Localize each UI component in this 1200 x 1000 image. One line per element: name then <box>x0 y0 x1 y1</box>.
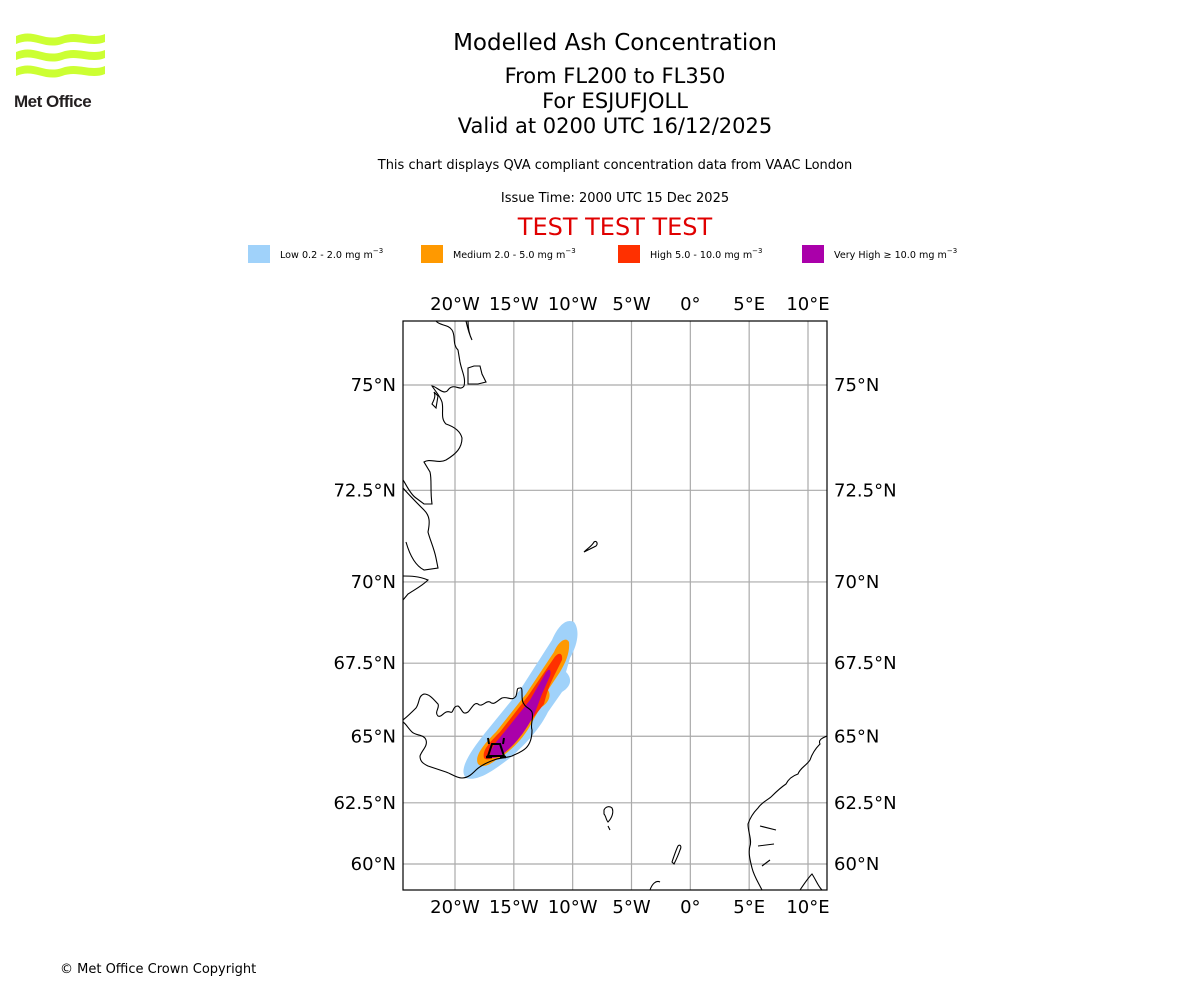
lon-tick-label-bottom: 15°W <box>489 897 539 918</box>
issue-time: Issue Time: 2000 UTC 15 Dec 2025 <box>500 191 730 206</box>
lon-tick-label-bottom: 10°E <box>786 897 829 918</box>
met-office-logo-text: Met Office <box>14 92 92 111</box>
lat-tick-label-right: 67.5°N <box>834 653 897 674</box>
lat-tick-label-right: 72.5°N <box>834 480 897 501</box>
legend-swatch-low <box>248 245 270 263</box>
axis-tick-labels: 20°W 20°W 15°W 15°W 10°W 10°W 5°W 5°W 0° 0° 5°E 5°E… <box>333 294 896 918</box>
chart-subtitle: From FL200 to FL350 For ESJUFJOLL Valid … <box>0 64 1200 139</box>
coastline-greenland <box>403 321 466 601</box>
lon-tick-label-bottom: 5°E <box>733 897 765 918</box>
met-office-waves-icon <box>16 33 105 78</box>
coastline-jan-mayen <box>583 540 598 553</box>
lat-tick-label-right: 75°N <box>834 375 879 396</box>
volcano-symbol-icon <box>486 737 506 759</box>
coastline-greenland-fjord <box>465 321 473 341</box>
coastline-shetland <box>671 844 682 865</box>
coastline-greenland-island <box>467 365 487 385</box>
valid-time: Valid at 0200 UTC 16/12/2025 <box>457 114 773 138</box>
lat-tick-label-left: 60°N <box>351 854 396 875</box>
lat-tick-label-left: 67.5°N <box>333 653 396 674</box>
lat-tick-label-right: 60°N <box>834 854 879 875</box>
chart-title: Modelled Ash Concentration <box>453 30 777 56</box>
legend-swatch-medium <box>421 245 443 263</box>
legend-swatch-high <box>618 245 640 263</box>
lon-tick-label-top: 0° <box>680 294 700 315</box>
lon-tick-label-top: 10°E <box>786 294 829 315</box>
legend-label-very-high: Very High ≥ 10.0 mg m−3 <box>834 247 958 261</box>
legend-item-high: High 5.0 - 10.0 mg m−3 <box>618 244 763 264</box>
lon-tick-label-bottom: 5°W <box>612 897 650 918</box>
lon-tick-label-bottom: 0° <box>680 897 700 918</box>
lon-tick-label-top: 5°E <box>733 294 765 315</box>
lat-tick-label-right: 65°N <box>834 726 879 747</box>
lat-tick-label-left: 72.5°N <box>333 480 396 501</box>
legend-swatch-very-high <box>802 245 824 263</box>
lon-tick-label-bottom: 10°W <box>548 897 598 918</box>
lon-tick-label-bottom: 20°W <box>430 897 480 918</box>
graticule <box>403 321 827 890</box>
chart-description: This chart displays QVA compliant concen… <box>377 158 853 173</box>
coastline-greenland-inlet <box>431 391 439 410</box>
volcano-name: For ESJUFJOLL <box>542 89 688 113</box>
ash-region-very-high <box>490 669 551 758</box>
coastlines <box>403 321 827 890</box>
flight-level-range: From FL200 to FL350 <box>504 64 726 88</box>
coastline-faroe-islands <box>603 806 614 831</box>
map-background <box>403 321 827 890</box>
legend-label-medium: Medium 2.0 - 5.0 mg m−3 <box>453 247 576 261</box>
legend-item-very-high: Very High ≥ 10.0 mg m−3 <box>802 244 957 264</box>
legend-label-high: High 5.0 - 10.0 mg m−3 <box>650 247 763 261</box>
lat-tick-label-left: 70°N <box>351 572 396 593</box>
lat-tick-label-left: 75°N <box>351 375 396 396</box>
copyright-notice: © Met Office Crown Copyright <box>60 962 257 977</box>
coastline-scotland <box>649 880 661 890</box>
legend-label-low: Low 0.2 - 2.0 mg m−3 <box>280 247 384 261</box>
lat-tick-label-right: 70°N <box>834 572 879 593</box>
legend-item-low: Low 0.2 - 2.0 mg m−3 <box>248 244 383 264</box>
coastline-norway <box>747 735 827 890</box>
met-office-logo: Met Office <box>14 30 106 112</box>
lat-tick-label-left: 65°N <box>351 726 396 747</box>
lon-tick-label-top: 10°W <box>548 294 598 315</box>
lon-tick-label-top: 15°W <box>489 294 539 315</box>
lat-tick-label-right: 62.5°N <box>834 793 897 814</box>
map-frame <box>402 320 828 891</box>
lon-tick-label-top: 5°W <box>612 294 650 315</box>
lon-tick-label-top: 20°W <box>430 294 480 315</box>
lat-tick-label-left: 62.5°N <box>333 793 396 814</box>
test-banner: TEST TEST TEST <box>517 213 713 241</box>
legend-item-medium: Medium 2.0 - 5.0 mg m−3 <box>421 244 576 264</box>
coastline-iceland <box>403 687 534 779</box>
